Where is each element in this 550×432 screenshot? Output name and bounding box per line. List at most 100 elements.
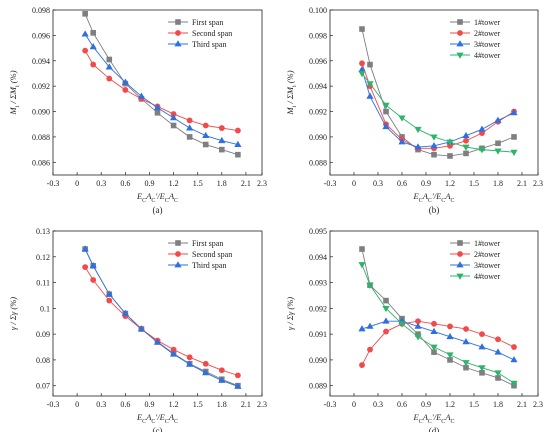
data-point	[121, 78, 129, 85]
data-point	[367, 61, 373, 68]
x-axis-label-part: A	[422, 191, 429, 201]
x-axis-label-part: C	[441, 198, 445, 204]
data-point	[382, 317, 390, 324]
data-point	[367, 346, 373, 353]
y-tick-label: 0.07	[36, 382, 50, 391]
plot-frame	[329, 230, 539, 397]
data-point	[478, 147, 486, 154]
x-tick-label: 2.3	[533, 179, 543, 188]
chart-panel-1: -0.3 0 0.3 0.6 0.9 1.2 1.5 1.8 2.1 2.3 0.098 0.096 0…	[8, 6, 267, 215]
data-point	[202, 360, 209, 367]
y-tick-label: 0.092	[309, 304, 327, 313]
x-tick-label: 2.1	[517, 179, 527, 188]
data-point	[414, 126, 422, 134]
y-axis-label-part: / ΣM	[8, 86, 18, 106]
y-axis-label-part: i	[15, 105, 21, 107]
data-point	[153, 103, 162, 111]
data-point	[463, 150, 469, 157]
x-axis-label: ECAC'/ECAC	[136, 191, 178, 204]
data-point	[415, 331, 421, 337]
x-tick-label: 1.2	[445, 179, 455, 188]
legend-marker	[175, 240, 181, 246]
x-axis-label-part: C	[151, 198, 155, 204]
x-axis-label-part: '	[155, 191, 157, 201]
y-axis-label-part: M	[8, 107, 18, 116]
data-point	[383, 297, 389, 304]
data-point	[446, 332, 454, 340]
data-point	[431, 349, 437, 355]
plot-frame	[52, 9, 263, 176]
data-point	[153, 338, 162, 345]
data-point	[430, 142, 438, 149]
x-axis-label-part: A	[168, 412, 175, 422]
data-point	[218, 376, 226, 383]
y-tick-label: 0.13	[36, 227, 50, 236]
data-point	[90, 30, 96, 36]
x-axis-label-part: C	[451, 419, 455, 425]
legend-label: Third span	[192, 261, 226, 270]
data-point	[170, 346, 177, 353]
legend-marker	[456, 40, 464, 47]
x-axis-label-part: C	[165, 198, 169, 204]
data-point	[495, 375, 501, 381]
x-tick-label: 0.9	[144, 179, 154, 188]
x-axis-label-part: E	[412, 412, 419, 422]
x-axis-label-part: C	[441, 419, 445, 425]
y-tick-label: 0.094	[32, 57, 50, 66]
y-tick-label: 0.098	[309, 31, 327, 40]
x-axis-label-part: '	[155, 412, 157, 422]
series-line-2	[84, 266, 239, 376]
x-axis-label: ECAC'/ECAC	[412, 191, 454, 204]
y-tick-label: 0.086	[32, 158, 50, 167]
data-point	[430, 134, 438, 141]
data-point	[105, 63, 113, 70]
x-axis-label: ECAC'/ECAC	[412, 412, 454, 425]
data-point	[415, 318, 421, 325]
data-point	[463, 326, 469, 332]
series-line-2	[361, 320, 515, 366]
data-point	[202, 122, 209, 129]
x-tick-label: 0.6	[120, 400, 130, 409]
data-point	[169, 350, 178, 357]
data-point	[366, 92, 374, 99]
x-axis-label-part: C	[142, 419, 146, 425]
data-point	[383, 108, 389, 115]
x-axis-label-part: C	[174, 198, 178, 204]
x-axis-label-part: C	[419, 419, 423, 425]
panel-label: (d)	[429, 426, 440, 432]
data-point	[106, 56, 113, 63]
y-tick-label: 0.093	[309, 279, 327, 288]
data-point	[510, 356, 518, 363]
x-tick-label: 0.3	[373, 400, 383, 409]
x-axis-label-part: C	[174, 419, 178, 425]
x-axis-label-part: A	[168, 191, 175, 201]
chart-panel-2: -0.3 0 0.3 0.6 0.9 1.2 1.5 1.8 2.1 2.3 0.100 0.098 0…	[285, 6, 543, 215]
chart-panel-3: -0.3 0 0.3 0.6 0.9 1.2 1.5 1.8 2.1 2.3 0.13 0.12 0.1…	[8, 227, 267, 432]
x-axis-label-part: C	[419, 198, 423, 204]
x-tick-label: 1.5	[193, 400, 203, 409]
data-point	[447, 357, 453, 363]
data-point	[358, 71, 366, 78]
y-axis-label: γ / Σγ (%)	[8, 297, 18, 330]
y-axis-label-part: / ΣM	[285, 86, 295, 106]
data-point	[495, 336, 501, 343]
y-axis-label-part: i	[292, 105, 298, 107]
data-point	[358, 65, 366, 73]
data-point	[398, 115, 406, 122]
data-point	[90, 277, 97, 283]
legend-label: 4#tower	[474, 272, 501, 281]
data-point	[366, 282, 374, 289]
legend-label: 1#tower	[474, 18, 501, 27]
legend-marker	[174, 261, 182, 268]
plot-frame	[329, 9, 539, 176]
data-point	[186, 360, 194, 367]
x-axis-label-part: C	[428, 419, 432, 425]
x-tick-label: 1.2	[169, 400, 179, 409]
y-tick-label: 0.088	[32, 133, 50, 142]
legend-marker	[456, 261, 464, 268]
data-point	[186, 134, 193, 140]
data-point	[366, 81, 374, 88]
x-tick-label: 0	[352, 400, 356, 409]
data-point	[137, 325, 146, 332]
